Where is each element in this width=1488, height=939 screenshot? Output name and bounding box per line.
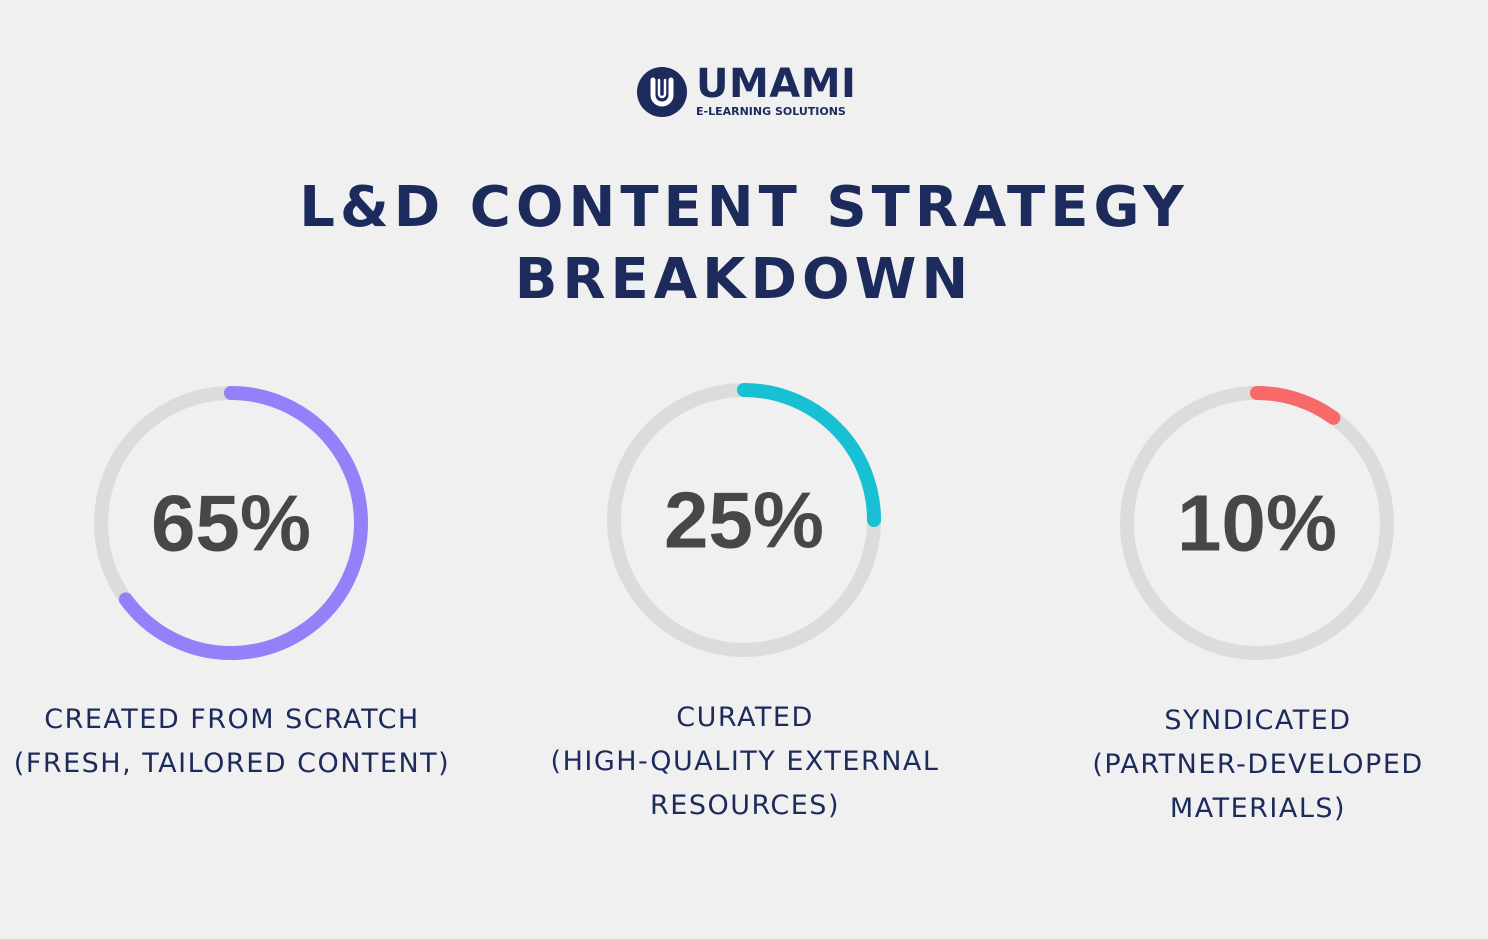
caption-line: SYNDICATED xyxy=(1164,705,1352,736)
caption-line: (FRESH, TAILORED CONTENT) xyxy=(13,748,451,779)
ring-progress-created-from-scratch xyxy=(118,386,368,660)
caption-line: (HIGH-QUALITY EXTERNAL xyxy=(550,746,940,777)
ring-progress-curated xyxy=(737,383,881,527)
caption-line: RESOURCES) xyxy=(650,790,840,821)
caption-created-from-scratch: CREATED FROM SCRATCH (FRESH, TAILORED CON… xyxy=(2,698,462,786)
title-line-2: BREAKDOWN xyxy=(514,247,974,312)
caption-line: MATERIALS) xyxy=(1169,793,1347,824)
percent-label-syndicated: 10% xyxy=(1177,479,1337,568)
page-title: L&D CONTENT STRATEGY BREAKDOWN xyxy=(0,172,1488,316)
caption-line: CREATED FROM SCRATCH xyxy=(44,704,420,735)
title-line-1: L&D CONTENT STRATEGY xyxy=(299,175,1189,240)
caption-line: CURATED xyxy=(676,702,814,733)
caption-syndicated: SYNDICATED (PARTNER-DEVELOPED MATERIALS) xyxy=(1028,699,1488,831)
umami-logo-icon xyxy=(637,67,687,117)
ring-progress-syndicated xyxy=(1250,386,1341,425)
caption-curated: CURATED (HIGH-QUALITY EXTERNAL RESOURCES) xyxy=(515,696,975,828)
caption-line: (PARTNER-DEVELOPED xyxy=(1092,749,1424,780)
percent-label-curated: 25% xyxy=(664,476,824,565)
logo: UMAMI E-LEARNING SOLUTIONS xyxy=(636,60,857,118)
logo-name: UMAMI xyxy=(696,60,857,107)
logo-tagline: E-LEARNING SOLUTIONS xyxy=(696,104,846,118)
percent-label-created-from-scratch: 65% xyxy=(151,479,311,568)
